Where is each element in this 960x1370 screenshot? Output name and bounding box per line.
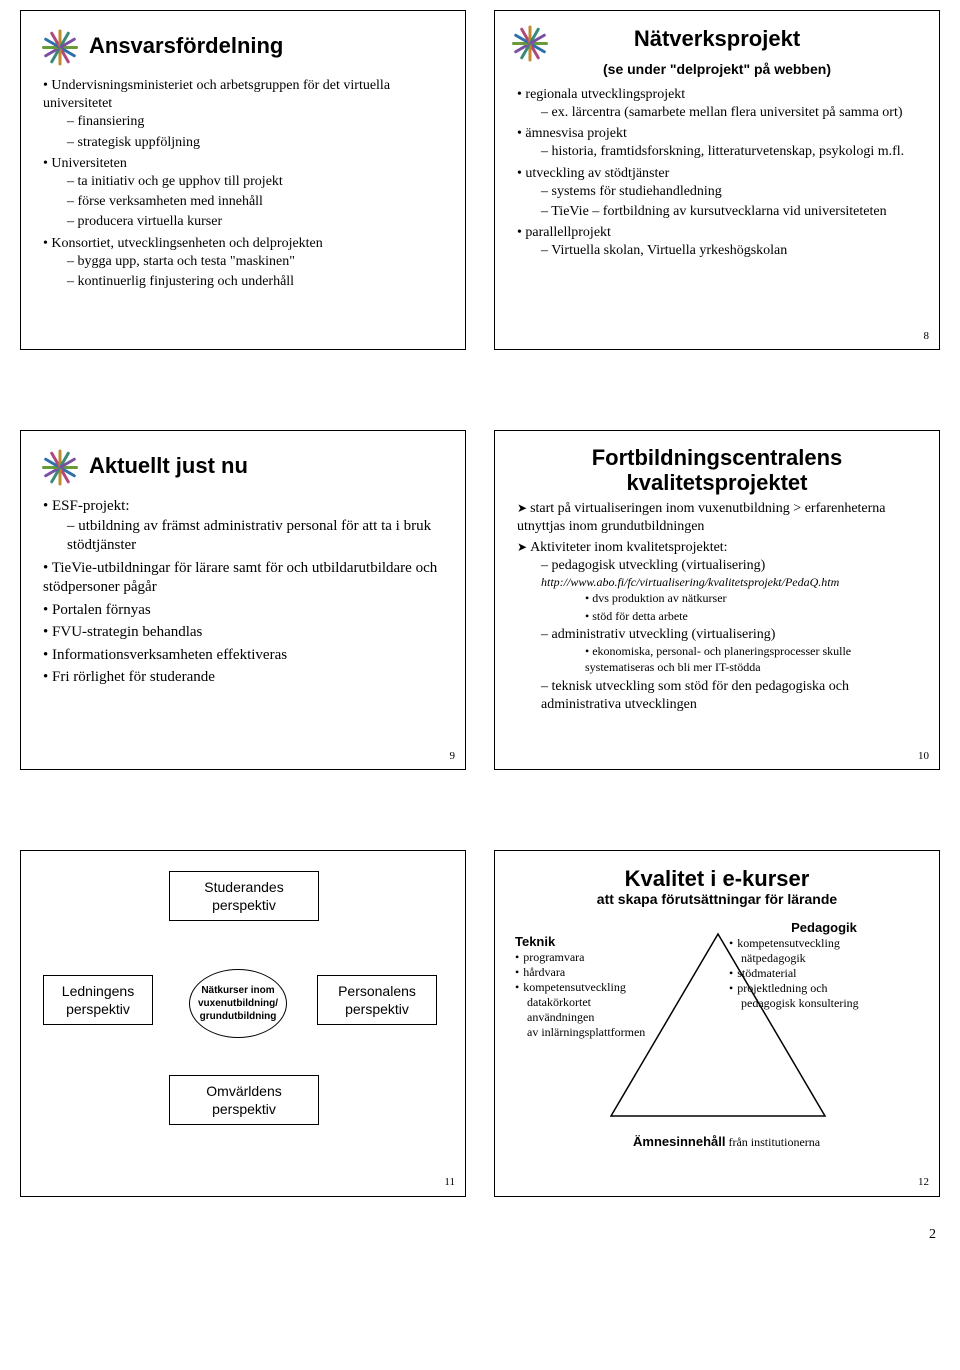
page-number: 8 xyxy=(924,329,930,343)
slide-title: Fortbildningscentralens kvalitetsprojekt… xyxy=(513,445,921,496)
arrow-list: start på virtualiseringen inom vuxenutbi… xyxy=(513,500,921,714)
ellipse-center: Nätkurser inom vuxenutbildning/ grundutb… xyxy=(189,969,287,1038)
slide-title: Ansvarsfördelning xyxy=(39,25,447,67)
title-text: Nätverksprojekt xyxy=(634,25,800,54)
slide-10: Fortbildningscentralens kvalitetsprojekt… xyxy=(494,430,940,770)
page-number: 12 xyxy=(918,1175,929,1189)
slide-9: Aktuellt just nu ESF-projekt: utbildning… xyxy=(20,430,466,770)
box-bottom: Omvärldens perspektiv xyxy=(169,1075,319,1125)
box-top: Studerandes perspektiv xyxy=(169,871,319,921)
bullet-list: ESF-projekt: utbildning av främst admini… xyxy=(39,497,447,688)
burst-icon xyxy=(509,21,551,63)
pedagogik-col: Pedagogik kompetensutveckling nätpedagog… xyxy=(729,920,919,1011)
page-number: 10 xyxy=(918,749,929,763)
title-text: Aktuellt just nu xyxy=(89,452,248,481)
slide-12: Kvalitet i e-kurser att skapa förutsättn… xyxy=(494,850,940,1197)
slide-8: Nätverksprojekt (se under "delprojekt" p… xyxy=(494,10,940,350)
box-left: Ledningens perspektiv xyxy=(43,975,153,1025)
title-text: Ansvarsfördelning xyxy=(89,32,283,61)
page-number: 9 xyxy=(450,749,456,763)
perspective-diagram: Studerandes perspektiv Ledningens perspe… xyxy=(39,865,447,1145)
teknik-col: Teknik programvara hårdvara kompetensutv… xyxy=(515,934,715,1040)
bottom-label: Ämnesinnehåll från institutionerna xyxy=(633,1134,853,1150)
triangle-diagram: Teknik programvara hårdvara kompetensutv… xyxy=(513,916,921,1186)
bullet-list: regionala utvecklingsprojekt ex. lärcent… xyxy=(513,86,921,261)
subtitle: att skapa förutsättningar för lärande xyxy=(513,890,921,908)
title-text: Fortbildningscentralens kvalitetsprojekt… xyxy=(513,445,921,496)
box-right: Personalens perspektiv xyxy=(317,975,437,1025)
slide-7: Ansvarsfördelning Undervisningsministeri… xyxy=(20,10,466,350)
burst-icon xyxy=(39,445,81,487)
slide-title: Aktuellt just nu xyxy=(39,445,447,487)
subtitle: (se under "delprojekt" på webben) xyxy=(513,60,921,78)
slide-11: Studerandes perspektiv Ledningens perspe… xyxy=(20,850,466,1197)
footer-page-number: 2 xyxy=(20,1227,940,1243)
slide-title: Nätverksprojekt xyxy=(513,25,921,54)
burst-icon xyxy=(39,25,81,67)
page-number: 11 xyxy=(444,1175,455,1189)
bullet-list: Undervisningsministeriet och arbetsgrupp… xyxy=(39,77,447,291)
